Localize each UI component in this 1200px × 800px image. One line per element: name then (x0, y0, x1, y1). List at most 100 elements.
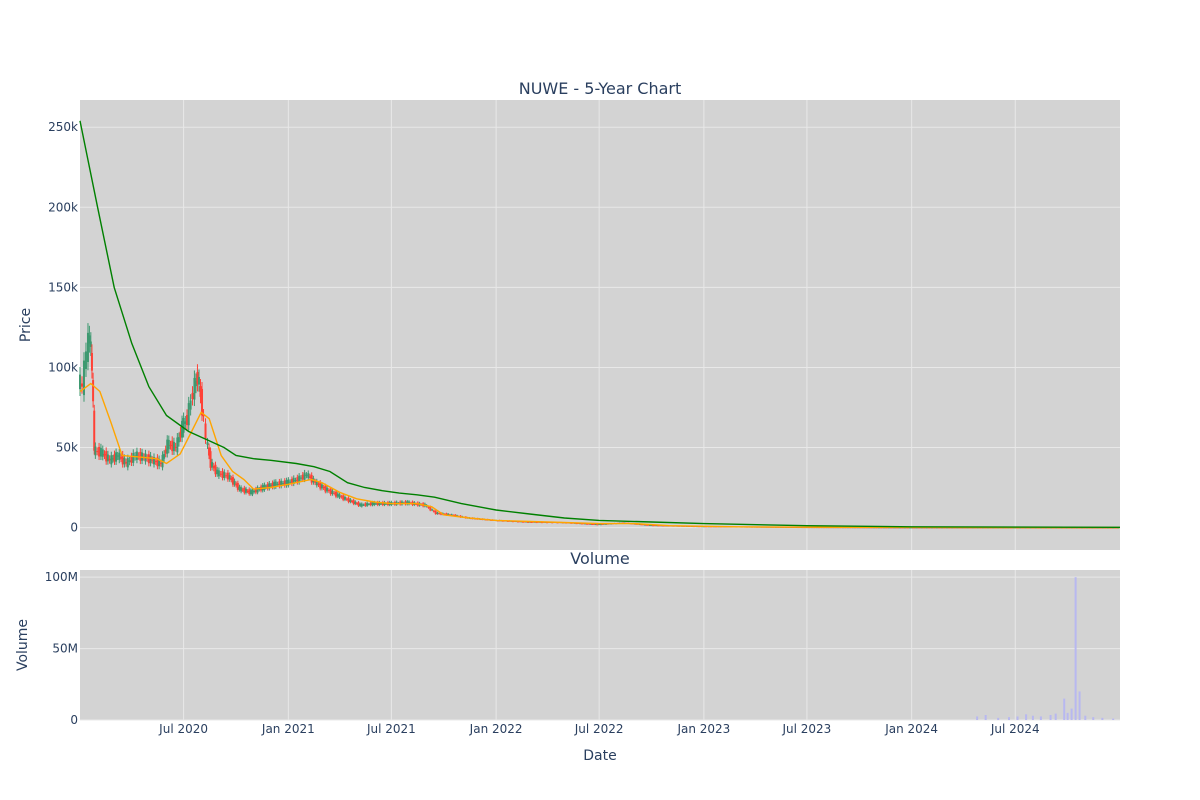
candle-body (598, 524, 601, 526)
candle-body (172, 441, 175, 452)
volume-bar (1092, 717, 1095, 720)
candle-body (214, 464, 217, 475)
candle-body (314, 481, 317, 483)
candle-body (80, 383, 83, 387)
moving-average-short-line (79, 382, 1120, 529)
candle-body (154, 460, 157, 462)
candle-body (94, 446, 97, 456)
candle-body (204, 423, 207, 440)
candle-body (223, 472, 226, 478)
candle-body (655, 525, 658, 527)
volume-bar (1101, 717, 1104, 720)
candle-body (159, 462, 162, 464)
candle-body (202, 414, 205, 417)
candle-body (93, 410, 96, 451)
candle-body (334, 491, 337, 497)
candle-body (580, 523, 583, 525)
date-axis-title: Date (583, 748, 616, 764)
candle-body (329, 488, 332, 495)
candle-body (516, 521, 519, 523)
candle-body (327, 490, 330, 492)
volume-panel: Jul 2020 Jan 2021 Jul 2021 Jan 2022 Jul 2022… (45, 570, 1120, 736)
volume-bar (1049, 715, 1052, 720)
candle-body (371, 502, 374, 506)
candle-body (212, 465, 215, 469)
candle-body (333, 492, 336, 494)
candle-body (278, 481, 281, 487)
candle-body (276, 483, 279, 485)
candle-body (298, 475, 301, 483)
candle-body (592, 523, 595, 525)
price-chart-title: NUWE - 5-Year Chart (519, 79, 682, 98)
candle-body (256, 487, 259, 493)
candle-body (266, 484, 269, 489)
candle-body (351, 501, 354, 503)
candle-body (184, 421, 187, 425)
candle-body (166, 439, 169, 454)
price-plot-background (80, 100, 1120, 550)
candle-body (345, 498, 348, 500)
candle-body (199, 386, 202, 397)
x-tick-label: Jul 2023 (781, 722, 831, 736)
candle-body (378, 502, 381, 505)
candle-body (225, 475, 228, 477)
candle-body (647, 524, 650, 526)
candle-body (226, 472, 229, 480)
volume-bar (1025, 714, 1028, 720)
candle-body (307, 473, 310, 478)
candle-body (643, 524, 646, 526)
price-axis-title: Price (18, 308, 34, 342)
candle-body (196, 371, 199, 385)
candle-body (118, 452, 121, 460)
price-y-tick-label: 150k (48, 280, 78, 294)
candle-body (303, 472, 306, 480)
candle-body (546, 522, 549, 524)
candle-body (438, 513, 441, 515)
candle-body (82, 360, 85, 396)
candle-body (287, 479, 290, 486)
candle-body (98, 446, 101, 457)
volume-axis-title: Volume (15, 619, 31, 671)
candle-body (151, 459, 154, 461)
candle-body (354, 501, 357, 504)
candle-body (324, 485, 327, 492)
candle-body (128, 460, 131, 462)
price-y-tick-label: 100k (48, 360, 78, 374)
candle-body (263, 484, 266, 490)
candle-body (408, 501, 411, 505)
candle-body (233, 480, 236, 485)
price-y-tick-label: 200k (48, 200, 78, 214)
candle-body (299, 477, 302, 479)
candle-body (273, 481, 276, 488)
candle-body (194, 380, 197, 387)
candle-body (317, 483, 320, 485)
candle-body (340, 496, 343, 498)
candle-body (251, 489, 254, 495)
candle-body (156, 457, 159, 467)
candle-body (359, 503, 362, 506)
x-tick-label: Jul 2020 (158, 722, 208, 736)
candle-body (235, 483, 238, 486)
candle-body (369, 502, 372, 506)
candle-body (650, 525, 653, 527)
candle-body (248, 489, 251, 495)
candle-body (89, 341, 92, 347)
candle-body (254, 488, 257, 493)
x-tick-label: Jul 2021 (366, 722, 416, 736)
candle-body (352, 500, 355, 504)
candle-body (246, 490, 249, 492)
candle-body (96, 451, 99, 453)
volume-bar (1039, 716, 1042, 720)
candle-body (375, 503, 378, 505)
candle-body (181, 420, 184, 438)
candle-body (119, 457, 122, 459)
candle-body (436, 512, 439, 515)
x-tick-label: Jul 2022 (574, 722, 624, 736)
candle-body (373, 502, 376, 505)
volume-bar (984, 715, 987, 720)
candle-body (201, 388, 204, 416)
candle-body (281, 483, 284, 485)
volume-y-tick-label: 50M (52, 642, 78, 656)
